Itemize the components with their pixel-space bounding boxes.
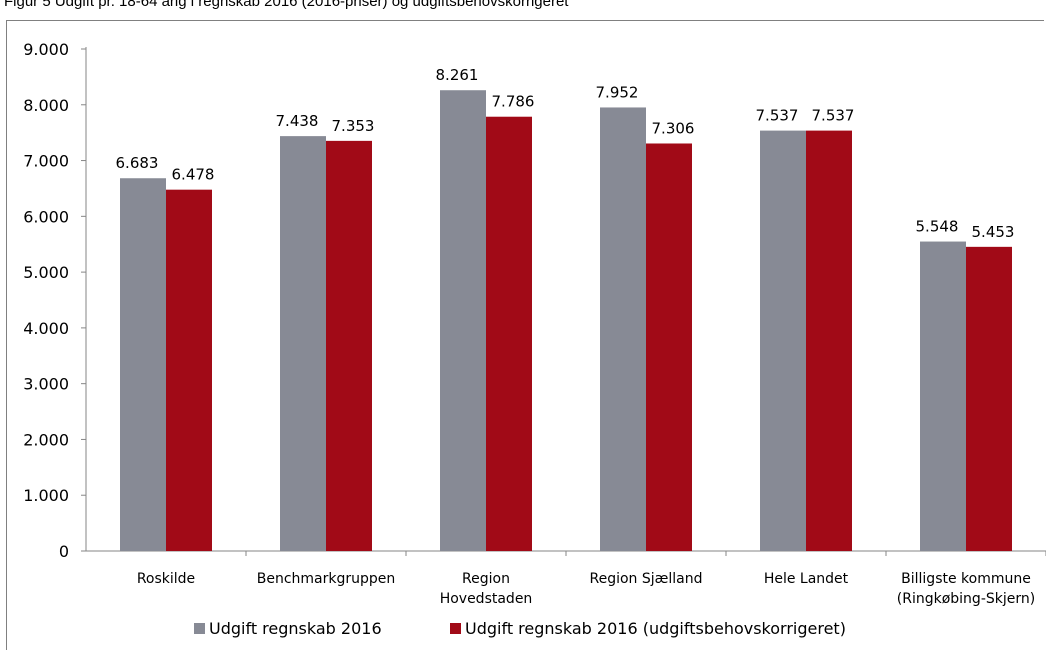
y-tick-label: 6.000 [23,207,69,226]
y-tick-label: 5.000 [23,263,69,282]
y-tick-label: 2.000 [23,430,69,449]
data-label: 7.537 [812,107,855,125]
bar-regnskab [120,178,166,551]
x-tick-label: Benchmarkgruppen [257,571,396,587]
bar-korrigeret [326,140,372,551]
y-tick-label: 8.000 [23,96,69,115]
chart-axes: 0 1.000 2.000 3.000 4.000 5.000 6.000 7.000 8.00… [23,40,1046,607]
bar-korrigeret [966,246,1012,551]
legend-entry: Udgift regnskab 2016 (udgiftsbehovskorri… [465,619,846,638]
x-tick-label: Region [462,571,510,587]
chart-bars [120,90,1012,552]
data-label: 7.438 [276,112,319,130]
x-tick-label: (Ringkøbing-Skjern) [897,591,1035,607]
bar-regnskab [600,107,646,551]
legend-swatch [194,623,205,634]
bar-korrigeret [166,189,212,551]
data-label: 5.453 [972,223,1015,241]
bar-regnskab [760,130,806,551]
x-tick-label: Region Sjælland [589,571,702,587]
legend-entry: Udgift regnskab 2016 [209,619,382,638]
chart-frame [6,20,1044,650]
data-label: 8.261 [436,66,479,84]
data-label: 7.306 [652,119,695,137]
y-tick-label: 4.000 [23,319,69,338]
bar-regnskab [920,241,966,551]
data-label: 7.537 [756,107,799,125]
y-tick-label: 7.000 [23,152,69,171]
chart-data-labels: 6.683 6.478 7.438 7.353 8.261 7.786 7.952 7.306… [116,66,1015,241]
bar-korrigeret [806,130,852,551]
bar-korrigeret [646,143,692,551]
bar-korrigeret [486,116,532,551]
y-tick-label: 1.000 [23,486,69,505]
figure-title: Figur 5 Udgift pr. 18-64 årig i regnskab… [4,0,569,10]
data-label: 6.478 [172,166,215,184]
data-label: 6.683 [116,154,159,172]
x-tick-label: Billigste kommune [901,571,1031,587]
data-label: 7.786 [492,93,535,111]
x-tick-label: Roskilde [137,571,195,587]
x-tick-label: Hele Landet [764,571,849,587]
legend-swatch [450,623,461,634]
y-tick-label: 3.000 [23,375,69,394]
data-label: 7.952 [596,83,639,101]
y-tick-label: 0 [59,542,69,561]
y-tick-label: 9.000 [23,40,69,59]
bar-regnskab [280,136,326,552]
data-label: 7.353 [332,117,375,135]
data-label: 5.548 [916,218,959,236]
bar-regnskab [440,90,486,551]
chart-legend: Udgift regnskab 2016 Udgift regnskab 2016… [194,619,846,638]
x-tick-label: Hovedstaden [440,591,533,607]
